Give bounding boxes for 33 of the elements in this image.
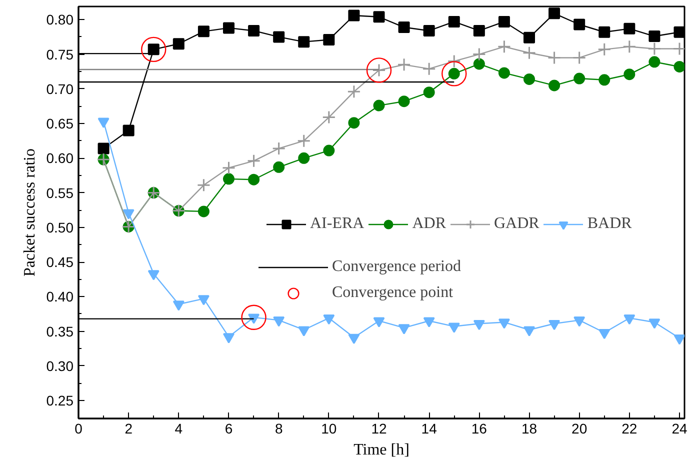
x-tick-label: 0: [74, 420, 83, 436]
y-tick-label: 0.75: [46, 46, 74, 62]
x-tick-label: 12: [371, 420, 387, 436]
y-tick-label: 0.45: [46, 254, 74, 270]
legend-label: GADR: [494, 215, 540, 233]
x-tick-label: 20: [572, 420, 588, 436]
legend-label: ADR: [412, 215, 446, 233]
legend-label: Convergence period: [332, 258, 461, 276]
legend-label: Convergence point: [332, 284, 454, 302]
y-tick-label: 0.30: [46, 358, 74, 374]
y-tick-label: 0.35: [46, 323, 74, 340]
x-tick-label: 6: [224, 420, 233, 436]
y-tick-label: 0.40: [46, 288, 74, 305]
y-tick-label: 0.80: [46, 12, 74, 28]
x-tick-label: 16: [471, 420, 488, 436]
x-tick-label: 14: [421, 420, 438, 436]
x-tick-label: 2: [124, 420, 133, 436]
legend-label: AI-ERA: [310, 215, 364, 233]
y-tick-label: 0.60: [46, 150, 74, 166]
legend-label: BADR: [587, 215, 632, 233]
y-tick-label: 0.25: [46, 392, 74, 408]
y-tick-label: 0.55: [46, 184, 74, 201]
x-tick-label: 8: [274, 420, 283, 436]
y-axis-title: Packet success ratio: [21, 148, 38, 276]
x-tick-label: 22: [622, 420, 638, 436]
x-tick-label: 24: [672, 420, 688, 436]
y-tick-label: 0.65: [46, 116, 74, 132]
x-tick-label: 10: [321, 420, 337, 436]
x-tick-label: 18: [521, 420, 538, 436]
x-tick-label: 4: [174, 420, 183, 436]
x-axis-title: Time [h]: [354, 442, 410, 458]
y-tick-label: 0.70: [46, 80, 74, 97]
y-tick-label: 0.50: [46, 219, 74, 236]
